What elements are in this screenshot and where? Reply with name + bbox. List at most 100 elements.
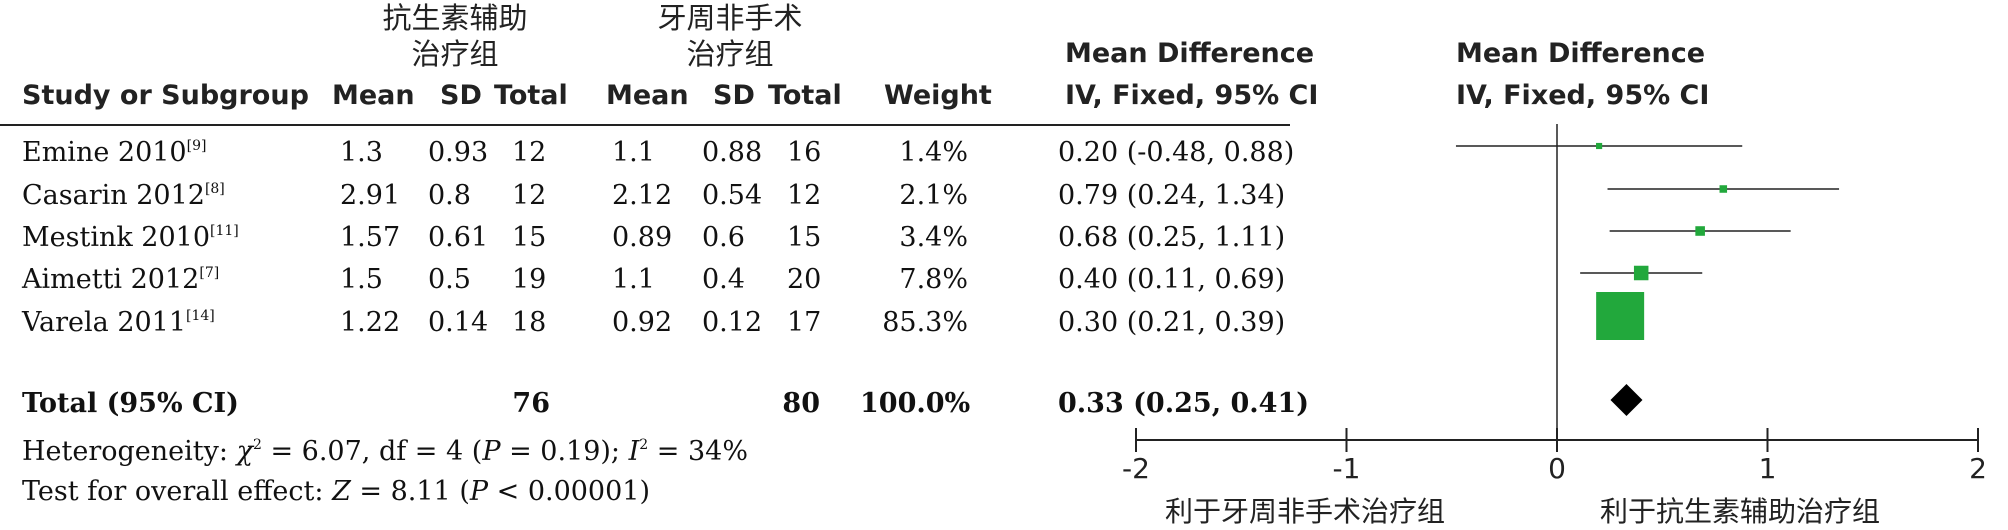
cell-m2: 2.12 <box>612 180 673 211</box>
x-tick-label: -2 <box>1122 452 1150 485</box>
cell-m2: 0.89 <box>612 222 673 253</box>
cell-sd2: 0.4 <box>702 264 745 295</box>
z-symbol: Z <box>332 476 351 507</box>
i-symbol: I <box>628 436 640 467</box>
chi-symbol: χ <box>236 436 253 467</box>
cell-sd1: 0.14 <box>428 307 489 338</box>
weight-col-header: Weight <box>884 80 992 111</box>
total-ci: 0.33 (0.25, 0.41) <box>1058 388 1310 419</box>
study-name-text: Casarin 2012 <box>22 180 205 211</box>
study-name: Casarin 2012[8] <box>22 180 225 211</box>
heterogeneity-p-value: = 0.19); <box>500 436 629 467</box>
cell-sd1: 0.5 <box>428 264 471 295</box>
study-box <box>1719 185 1728 193</box>
group1-header: 抗生素辅助 治疗组 <box>382 1 528 71</box>
cell-sd2: 0.6 <box>702 222 745 253</box>
cell-ci: 0.68 (0.25, 1.11) <box>1058 222 1286 253</box>
study-box <box>1695 226 1705 236</box>
pooled-diamond <box>1610 384 1643 416</box>
study-name: Mestink 2010[11] <box>22 222 239 253</box>
x-tick-label: 0 <box>1548 452 1566 485</box>
cell-n1: 18 <box>512 307 547 338</box>
favours-right-label: 利于抗生素辅助治疗组 <box>1600 495 1881 528</box>
study-box <box>1596 142 1603 150</box>
cell-m1: 1.57 <box>340 222 401 253</box>
study-name-text: Emine 2010 <box>22 137 187 168</box>
x-tick-label: -1 <box>1333 452 1361 485</box>
plot-col-title: Mean Difference <box>1456 38 1706 69</box>
cell-sd2: 0.88 <box>702 137 763 168</box>
total-label: Total (95% CI) <box>22 388 239 419</box>
cell-n2: 17 <box>787 307 822 338</box>
heterogeneity-chi-value: = 6.07, df = 4 ( <box>261 436 483 467</box>
plot-col-method: IV, Fixed, 95% CI <box>1456 80 1710 111</box>
total-n2: 80 <box>782 388 820 419</box>
md-col-method: IV, Fixed, 95% CI <box>1065 80 1319 111</box>
study-reference: [9] <box>186 138 207 154</box>
study-name-text: Varela 2011 <box>22 307 187 338</box>
study-reference: [7] <box>199 265 220 281</box>
cell-n1: 15 <box>512 222 547 253</box>
cell-weight: 3.4% <box>899 222 968 253</box>
cell-sd2: 0.12 <box>702 307 763 338</box>
cell-m1: 1.22 <box>340 307 401 338</box>
header-rule <box>0 124 1290 126</box>
mean1-col-header: Mean <box>332 80 415 111</box>
cell-sd1: 0.61 <box>428 222 489 253</box>
study-col-header: Study or Subgroup <box>22 80 309 111</box>
heterogeneity-p-symbol: P <box>482 436 501 467</box>
study-reference: [8] <box>204 181 225 197</box>
heterogeneity-prefix: Heterogeneity: <box>22 436 237 467</box>
cell-n2: 15 <box>787 222 822 253</box>
cell-m1: 1.5 <box>340 264 383 295</box>
md-col-title: Mean Difference <box>1065 38 1315 69</box>
cell-n2: 12 <box>787 180 822 211</box>
overall-p-value: < 0.00001) <box>488 476 651 507</box>
total1-col-header: Total <box>494 80 568 111</box>
cell-sd2: 0.54 <box>702 180 763 211</box>
cell-weight: 85.3% <box>882 307 968 338</box>
overall-prefix: Test for overall effect: <box>22 476 333 507</box>
total-n1: 76 <box>512 388 550 419</box>
overall-z-value: = 8.11 ( <box>350 476 470 507</box>
x-tick-label: 1 <box>1759 452 1777 485</box>
x-tick-label: 2 <box>1969 452 1987 485</box>
cell-m1: 1.3 <box>340 137 383 168</box>
cell-m2: 1.1 <box>612 264 655 295</box>
study-name: Varela 2011[14] <box>22 307 215 338</box>
cell-ci: 0.79 (0.24, 1.34) <box>1058 180 1286 211</box>
cell-n1: 12 <box>512 180 547 211</box>
sd2-col-header: SD <box>713 80 755 111</box>
study-reference: [11] <box>210 223 239 239</box>
cell-ci: 0.30 (0.21, 0.39) <box>1058 307 1286 338</box>
cell-m1: 2.91 <box>340 180 401 211</box>
cell-ci: 0.20 (-0.48, 0.88) <box>1058 137 1295 168</box>
study-name: Emine 2010[9] <box>22 137 206 168</box>
study-name-text: Aimetti 2012 <box>22 264 200 295</box>
cell-weight: 1.4% <box>899 137 968 168</box>
cell-n1: 12 <box>512 137 547 168</box>
cell-n2: 16 <box>787 137 822 168</box>
cell-ci: 0.40 (0.11, 0.69) <box>1058 264 1286 295</box>
study-name: Aimetti 2012[7] <box>22 264 219 295</box>
favours-left-label: 利于牙周非手术治疗组 <box>1165 495 1446 528</box>
group2-header: 牙周非手术 治疗组 <box>657 1 803 71</box>
cell-sd1: 0.93 <box>428 137 489 168</box>
total-weight: 100.0% <box>860 388 971 419</box>
cell-m2: 1.1 <box>612 137 655 168</box>
study-name-text: Mestink 2010 <box>22 222 211 253</box>
study-box <box>1596 292 1645 340</box>
overall-p-symbol: P <box>469 476 489 507</box>
cell-n2: 20 <box>787 264 822 295</box>
study-reference: [14] <box>186 308 215 324</box>
total2-col-header: Total <box>768 80 842 111</box>
cell-sd1: 0.8 <box>428 180 471 211</box>
cell-m2: 0.92 <box>612 307 673 338</box>
study-box <box>1633 265 1649 281</box>
cell-n1: 19 <box>512 264 547 295</box>
mean2-col-header: Mean <box>606 80 689 111</box>
overall-effect-text: Test for overall effect: Z = 8.11 (P < 0… <box>22 476 650 507</box>
heterogeneity-text: Heterogeneity: χ2 = 6.07, df = 4 (P = 0.… <box>22 436 749 467</box>
sd1-col-header: SD <box>440 80 482 111</box>
